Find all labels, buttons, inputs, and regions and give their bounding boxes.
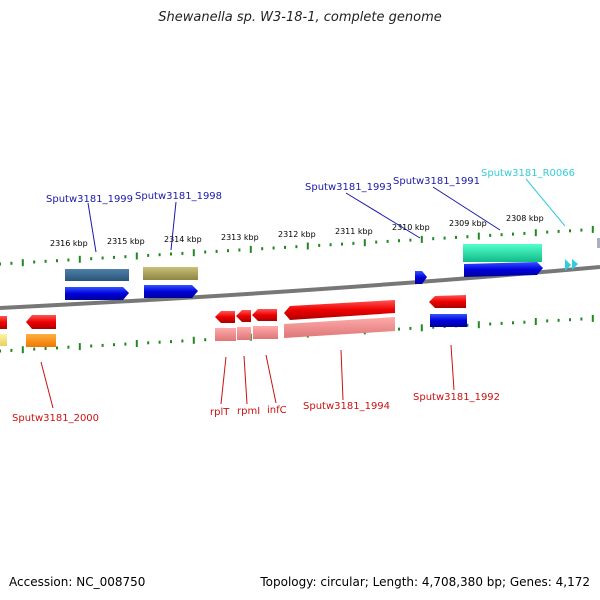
gene-arrow-red[interactable]: [0, 316, 7, 329]
gene-label[interactable]: Sputw3181_1999: [46, 194, 133, 205]
gene-arrow-blue[interactable]: [144, 285, 198, 298]
leader-line: [450, 344, 455, 391]
kbp-labels: 2316 kbp 2315 kbp 2314 kbp 2313 kbp 2312…: [50, 214, 544, 248]
gene-arrow-blue[interactable]: [464, 262, 543, 277]
kbp-label-2309: 2309 kbp: [449, 219, 487, 228]
forward-strand-features: [65, 244, 578, 300]
gene-label[interactable]: rplT: [210, 407, 230, 418]
gene-label[interactable]: Sputw3181_2000: [12, 413, 99, 424]
kbp-label-2308: 2308 kbp: [506, 214, 544, 223]
kbp-label-2313: 2313 kbp: [221, 233, 259, 242]
rna-arrow-cyan[interactable]: [572, 259, 578, 270]
leader-line: [87, 202, 97, 253]
gene-feature-pink[interactable]: [253, 326, 278, 339]
gene-label[interactable]: infC: [267, 405, 287, 416]
gene-feature-yellow[interactable]: [0, 334, 7, 346]
leader-line: [525, 178, 566, 227]
gene-feature-steel[interactable]: [65, 269, 129, 281]
gene-labels-bottom: Sputw3181_2000 rplT rpmI infC Sputw3181_…: [12, 392, 500, 424]
kbp-label-2314: 2314 kbp: [164, 235, 202, 244]
gene-feature-pink[interactable]: [237, 327, 251, 340]
gene-feature-teal[interactable]: [463, 244, 542, 262]
gene-arrow-blue-small[interactable]: [415, 271, 427, 284]
gene-arrow-red[interactable]: [26, 315, 56, 329]
rna-arrow-cyan[interactable]: [565, 259, 571, 271]
leader-line: [265, 354, 277, 404]
gene-feature-pink[interactable]: [215, 328, 236, 341]
gene-arrow-red-1992[interactable]: [429, 295, 466, 308]
gene-arrow-red-rpmI[interactable]: [236, 310, 251, 322]
kbp-label-2316: 2316 kbp: [50, 239, 88, 248]
gene-arrow-red-infC[interactable]: [252, 309, 277, 321]
kbp-label-2315: 2315 kbp: [107, 237, 145, 246]
gene-label[interactable]: Sputw3181_1994: [303, 401, 390, 412]
kbp-label-2310: 2310 kbp: [392, 223, 430, 232]
gene-feature-orange[interactable]: [26, 334, 56, 347]
leader-line: [340, 349, 344, 401]
leader-line: [220, 356, 227, 405]
gene-arrow-red-rplT[interactable]: [215, 311, 235, 323]
leader-line: [345, 192, 421, 239]
reverse-strand-features: [0, 295, 467, 347]
gene-arrow-red-1994[interactable]: [284, 300, 395, 320]
map-title: Shewanella sp. W3-18-1, complete genome: [158, 10, 442, 25]
gene-label[interactable]: Sputw3181_R0066: [481, 168, 575, 179]
gene-label[interactable]: Sputw3181_1998: [135, 191, 222, 202]
kbp-label-2312: 2312 kbp: [278, 230, 316, 239]
label-leader-lines: [40, 178, 566, 409]
gene-label[interactable]: Sputw3181_1993: [305, 182, 392, 193]
leader-line: [40, 361, 54, 409]
leader-line: [243, 355, 248, 405]
gene-labels-top: Sputw3181_1999 Sputw3181_1998 Sputw3181_…: [46, 168, 575, 205]
accession-label: Accession: NC_008750: [9, 575, 146, 589]
gene-label[interactable]: Sputw3181_1991: [393, 176, 480, 187]
gene-feature-partial[interactable]: [597, 238, 600, 248]
leader-line: [170, 201, 177, 251]
gene-arrow-blue[interactable]: [65, 287, 129, 300]
gene-label[interactable]: rpmI: [237, 406, 260, 417]
top-scale-ticks: [0, 225, 594, 267]
gene-label[interactable]: Sputw3181_1992: [413, 392, 500, 403]
leader-line: [432, 186, 501, 231]
gene-feature-pink-1994[interactable]: [284, 317, 395, 338]
kbp-label-2311: 2311 kbp: [335, 227, 373, 236]
gene-feature-olive[interactable]: [143, 267, 198, 280]
topology-label: Topology: circular; Length: 4,708,380 bp…: [260, 575, 590, 589]
gene-feature-blue[interactable]: [430, 314, 467, 327]
